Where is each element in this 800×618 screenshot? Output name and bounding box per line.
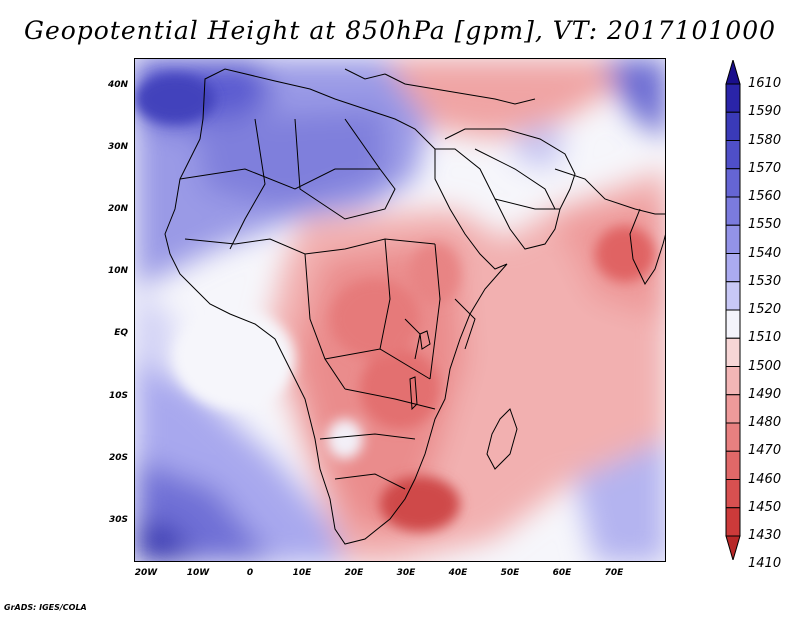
colorbar-level-label: 1550 xyxy=(748,217,782,233)
colorbar-swatch xyxy=(725,479,741,509)
colorbar-level-label: 1540 xyxy=(748,245,782,261)
colorbar-level-label: 1470 xyxy=(748,443,782,459)
lat-label: 30N xyxy=(107,142,128,152)
lat-label: 10S xyxy=(108,391,128,401)
colorbar-swatch xyxy=(725,83,741,113)
colorbar-swatch xyxy=(725,507,741,537)
lat-label: 20S xyxy=(108,453,128,463)
colorbar-swatch xyxy=(725,111,741,141)
lat-label: 30S xyxy=(108,515,128,525)
colorbar-level-label: 1430 xyxy=(748,528,782,543)
colorbar-swatch xyxy=(725,422,741,452)
colorbar-swatch xyxy=(725,253,741,283)
colorbar-top-arrow xyxy=(725,60,741,85)
map-title: Geopotential Height at 850hPa [gpm], VT:… xyxy=(23,16,777,45)
lon-label: 20W xyxy=(134,568,158,578)
lon-label: 30E xyxy=(396,568,416,578)
colorbar-swatch xyxy=(725,281,741,311)
colorbar-swatch xyxy=(725,309,741,339)
colorbar-swatch xyxy=(725,366,741,396)
colorbar-bottom-arrow xyxy=(725,535,741,560)
lat-label: 20N xyxy=(107,204,128,214)
lon-label: 40E xyxy=(448,568,468,578)
colorbar-swatch xyxy=(725,196,741,226)
lon-label: 0 xyxy=(246,568,254,578)
colorbar-level-label: 1490 xyxy=(748,386,782,402)
lon-label: 10W xyxy=(186,568,210,578)
lat-label: EQ xyxy=(114,328,128,338)
credit-text: GrADS: IGES/COLA xyxy=(4,603,87,612)
colorbar-level-label: 1610 xyxy=(748,76,782,91)
lat-label: 40N xyxy=(107,80,128,90)
lon-label: 50E xyxy=(500,568,520,578)
colorbar-level-label: 1410 xyxy=(748,556,782,572)
lon-label: 70E xyxy=(604,568,624,578)
colorbar-level-label: 1570 xyxy=(748,160,782,176)
colorbar xyxy=(725,60,741,560)
lon-label: 10E xyxy=(292,568,312,578)
height-field xyxy=(135,59,665,561)
colorbar-swatch xyxy=(725,394,741,424)
colorbar-level-label: 1560 xyxy=(748,189,782,204)
colorbar-level-label: 1500 xyxy=(748,358,782,374)
lon-label: 60E xyxy=(552,568,572,578)
colorbar-swatch xyxy=(725,224,741,254)
map-panel xyxy=(134,58,666,562)
colorbar-level-label: 1580 xyxy=(748,132,782,148)
colorbar-level-label: 1460 xyxy=(748,471,782,487)
colorbar-swatch xyxy=(725,168,741,198)
colorbar-level-label: 1530 xyxy=(748,273,782,289)
colorbar-level-label: 1450 xyxy=(748,499,782,515)
lon-label: 20E xyxy=(344,568,364,578)
lat-label: 10N xyxy=(107,266,128,276)
colorbar-swatch xyxy=(725,337,741,367)
colorbar-level-label: 1510 xyxy=(748,330,782,346)
colorbar-swatch xyxy=(725,140,741,170)
colorbar-level-label: 1520 xyxy=(748,302,782,317)
colorbar-swatch xyxy=(725,450,741,480)
colorbar-level-label: 1480 xyxy=(748,415,782,430)
coastlines xyxy=(164,68,665,545)
colorbar-level-label: 1590 xyxy=(748,104,782,120)
